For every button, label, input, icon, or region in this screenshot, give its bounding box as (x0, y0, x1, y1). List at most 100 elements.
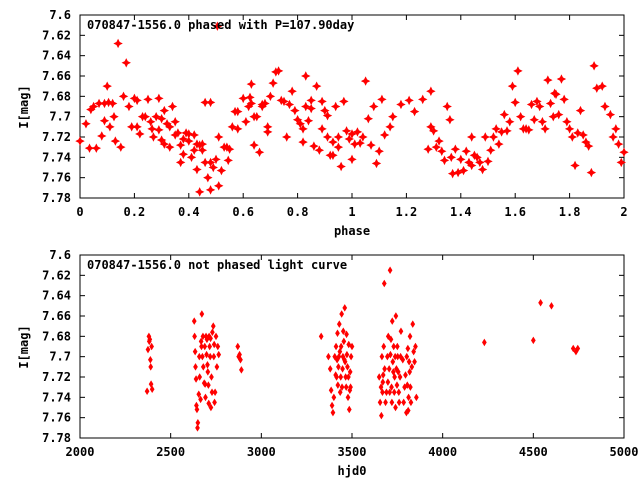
data-point (298, 137, 308, 147)
data-point (171, 117, 180, 126)
data-point (288, 87, 297, 96)
data-point (380, 371, 386, 379)
y-tick-label: 7.64 (42, 289, 71, 303)
data-point (208, 334, 213, 343)
data-point (339, 383, 345, 391)
x-tick-label: 2500 (156, 445, 185, 459)
x-tick-label: 4000 (428, 445, 457, 459)
x-tick-marks (79, 14, 625, 199)
data-point (366, 141, 376, 150)
data-point (195, 187, 204, 196)
data-point (387, 266, 393, 275)
data-point (149, 132, 158, 142)
data-point (247, 80, 256, 89)
y-tick-label: 7.66 (42, 69, 71, 83)
x-tick-label: 1.4 (450, 205, 472, 219)
data-point (530, 336, 536, 345)
data-point (394, 381, 400, 389)
y-tick-label: 7.6 (49, 8, 71, 22)
data-point (377, 398, 383, 407)
data-point (176, 158, 185, 167)
x-tick-label: 2000 (66, 445, 95, 459)
data-point (407, 368, 413, 376)
data-point (333, 342, 339, 351)
data-point (205, 368, 211, 376)
y-tick-label: 7.6 (49, 248, 71, 262)
data-point (494, 140, 503, 149)
x-tick-label: 1 (348, 205, 355, 219)
data-point (403, 371, 408, 379)
data-point (381, 279, 387, 288)
data-point (549, 302, 554, 310)
data-point (408, 398, 414, 407)
data-point (505, 117, 514, 126)
data-point (390, 368, 396, 376)
data-point (196, 390, 202, 399)
data-point (375, 147, 384, 156)
data-point (205, 361, 210, 369)
data-point (377, 95, 387, 104)
data-point (204, 350, 209, 359)
data-point (400, 355, 406, 364)
y-tick-label: 7.72 (42, 130, 71, 144)
data-point (379, 352, 385, 361)
data-point (443, 102, 452, 111)
data-point (407, 332, 413, 341)
y-tick-labels: 7.6 7.62 7.64 7.66 7.68 7.7 7.72 7.74 7.76 7.78 (42, 248, 71, 445)
data-point (530, 115, 539, 124)
data-point (562, 117, 571, 126)
data-point (339, 310, 345, 318)
data-point (392, 373, 397, 381)
data-point (385, 378, 391, 386)
data-point (575, 344, 581, 353)
data-point (214, 132, 223, 142)
data-point (133, 122, 142, 131)
data-point (340, 365, 345, 373)
x-tick-label: 2 (620, 205, 627, 219)
data-point (145, 345, 151, 354)
y-tick-label: 7.68 (42, 329, 71, 343)
data-point (105, 122, 115, 131)
y-tick-label: 7.78 (42, 191, 71, 205)
data-point (206, 185, 215, 194)
data-point (148, 363, 154, 371)
data-point (206, 98, 215, 107)
y-tick-label: 7.7 (49, 350, 71, 364)
data-point (369, 102, 378, 111)
data-point (206, 381, 211, 389)
data-point (483, 157, 493, 166)
data-point (341, 337, 347, 346)
data-point (391, 342, 397, 351)
data-point (154, 94, 163, 103)
data-point (350, 140, 359, 149)
data-point (75, 136, 85, 146)
x-tick-label: 0 (76, 205, 83, 219)
y-tick-label: 7.74 (42, 150, 71, 164)
data-point (214, 363, 220, 371)
data-point (203, 393, 208, 402)
data-point (195, 418, 201, 427)
data-point (570, 344, 576, 353)
data-point (124, 102, 134, 111)
data-point (345, 393, 351, 402)
data-point (336, 320, 342, 328)
x-tick-label: 0.6 (232, 205, 254, 219)
data-point (389, 398, 395, 407)
data-point (347, 368, 353, 376)
data-point (343, 383, 349, 391)
data-points (75, 22, 629, 196)
data-point (342, 304, 348, 312)
data-point (557, 74, 566, 84)
data-point (346, 405, 352, 414)
data-point (200, 332, 206, 341)
data-point (224, 156, 233, 165)
data-point (500, 110, 509, 119)
data-point (208, 403, 214, 412)
chart-unphased: 2000 2500 3000 3500 4000 4500 5000 7.6 7.62 7.64… (17, 248, 638, 478)
data-point (348, 383, 353, 391)
data-point (195, 424, 200, 432)
data-point (200, 363, 206, 371)
data-point (560, 95, 569, 104)
